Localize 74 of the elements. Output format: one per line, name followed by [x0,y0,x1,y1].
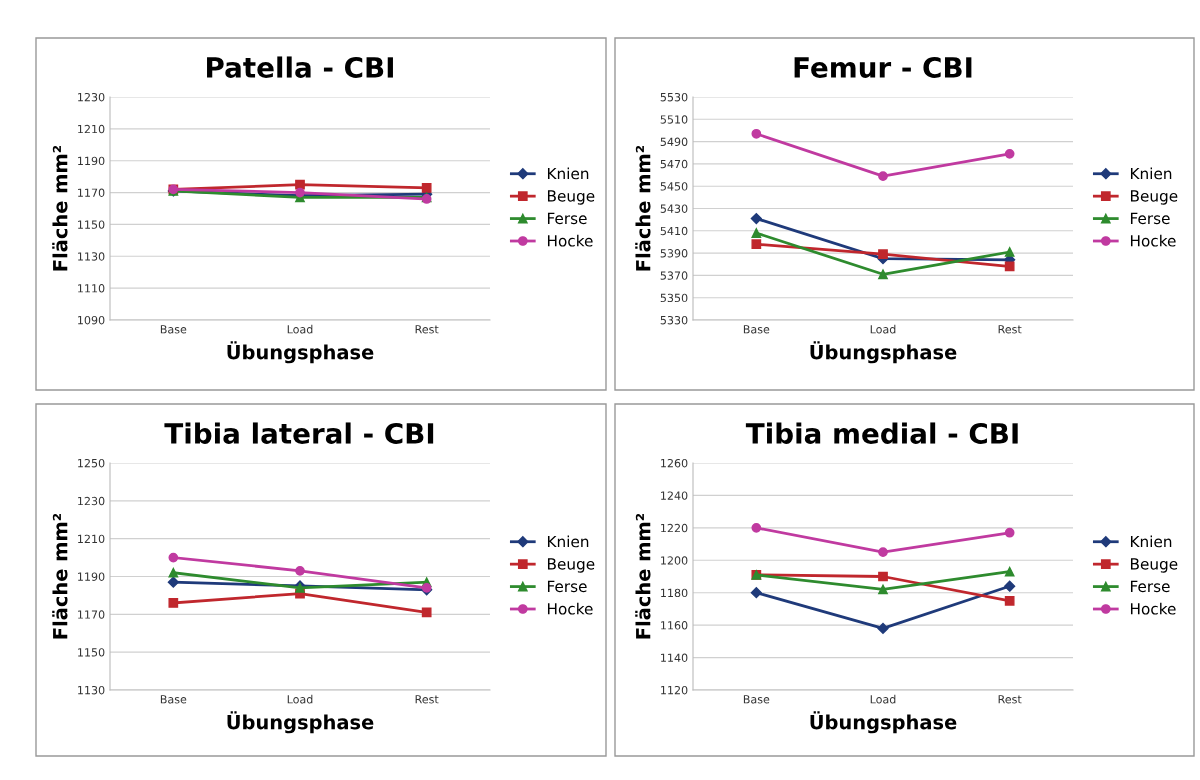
y-tick-label: 5430 [660,204,688,213]
legend-label: Knien [1130,167,1172,180]
x-axis-title: Übungsphase [227,341,374,364]
y-tick-label: 5370 [660,271,688,280]
y-tick-label: 5470 [660,159,688,169]
y-tick-label: 1220 [661,523,688,533]
x-tick-label: Base [743,695,770,704]
y-tick-label: 1230 [78,92,105,102]
x-tick-label: Load [287,694,313,704]
legend-label: Ferse [1130,580,1170,593]
y-tick-label: 1110 [78,284,105,293]
x-tick-label: Rest [415,695,439,704]
x-tick-label: Load [870,694,896,704]
y-tick-label: 1130 [78,252,105,261]
x-tick-label: Rest [998,325,1022,334]
legend-label: Knien [547,535,589,548]
y-axis-title: Fläche mm² [635,145,651,271]
chart-title: Tibia lateral - CBI [164,422,434,444]
y-tick-label: 5450 [660,182,688,191]
y-axis-title: Fläche mm² [52,513,68,639]
legend-label: Knien [1130,535,1172,548]
y-tick-label: 1170 [78,188,105,197]
y-tick-label: 5410 [660,226,688,236]
legend-label: Knien [547,167,589,180]
x-axis-title: Übungsphase [810,341,957,364]
y-tick-label: 1130 [78,685,105,695]
legend-label: Hocke [1130,602,1176,615]
legend-label: Beuge [1130,558,1178,573]
legend-label: Beuge [1130,190,1178,205]
legend-label: Ferse [547,580,587,593]
y-tick-label: 5510 [660,115,688,124]
chart-title: Femur - CBI [794,56,972,78]
x-axis-title: Übungsphase [810,711,957,734]
y-tick-label: 5490 [660,137,688,146]
y-tick-label: 1140 [661,653,688,662]
y-tick-label: 1170 [78,610,105,619]
legend-label: Hocke [547,602,593,615]
y-tick-label: 1150 [78,648,105,657]
y-tick-label: 1250 [78,458,105,468]
x-tick-label: Load [287,324,313,334]
y-tick-label: 1160 [661,621,688,630]
legend-label: Ferse [1130,212,1170,225]
y-tick-label: 5330 [660,315,688,325]
y-tick-label: 5530 [660,92,688,102]
chart-title: Patella - CBI [207,56,393,78]
y-tick-label: 1150 [78,220,105,229]
legend-label: Hocke [1130,234,1176,247]
y-axis-title: Fläche mm² [52,145,68,271]
x-tick-label: Load [870,324,896,334]
y-tick-label: 5390 [660,249,688,258]
y-tick-label: 1090 [78,315,105,325]
y-tick-label: 5350 [660,293,688,303]
y-tick-label: 1230 [78,496,105,506]
x-tick-label: Base [160,695,187,704]
x-tick-label: Base [743,325,770,334]
legend-label: Hocke [547,234,593,247]
y-axis-title: Fläche mm² [635,513,651,639]
x-tick-label: Rest [415,325,439,334]
y-tick-label: 1210 [78,534,105,544]
y-tick-label: 1190 [78,572,105,581]
y-tick-label: 1120 [661,685,688,695]
y-tick-label: 1260 [661,458,688,468]
x-tick-label: Rest [998,695,1022,704]
y-tick-label: 1240 [661,491,688,500]
x-tick-label: Base [160,325,187,334]
y-tick-label: 1200 [661,556,688,565]
y-tick-label: 1210 [78,124,105,134]
legend-label: Beuge [547,190,595,205]
legend-label: Ferse [547,212,587,225]
y-tick-label: 1190 [78,156,105,166]
legend-label: Beuge [547,558,595,573]
x-axis-title: Übungsphase [227,711,374,734]
chart-title: Tibia medial - CBI [745,422,1018,444]
y-tick-label: 1180 [661,588,688,598]
